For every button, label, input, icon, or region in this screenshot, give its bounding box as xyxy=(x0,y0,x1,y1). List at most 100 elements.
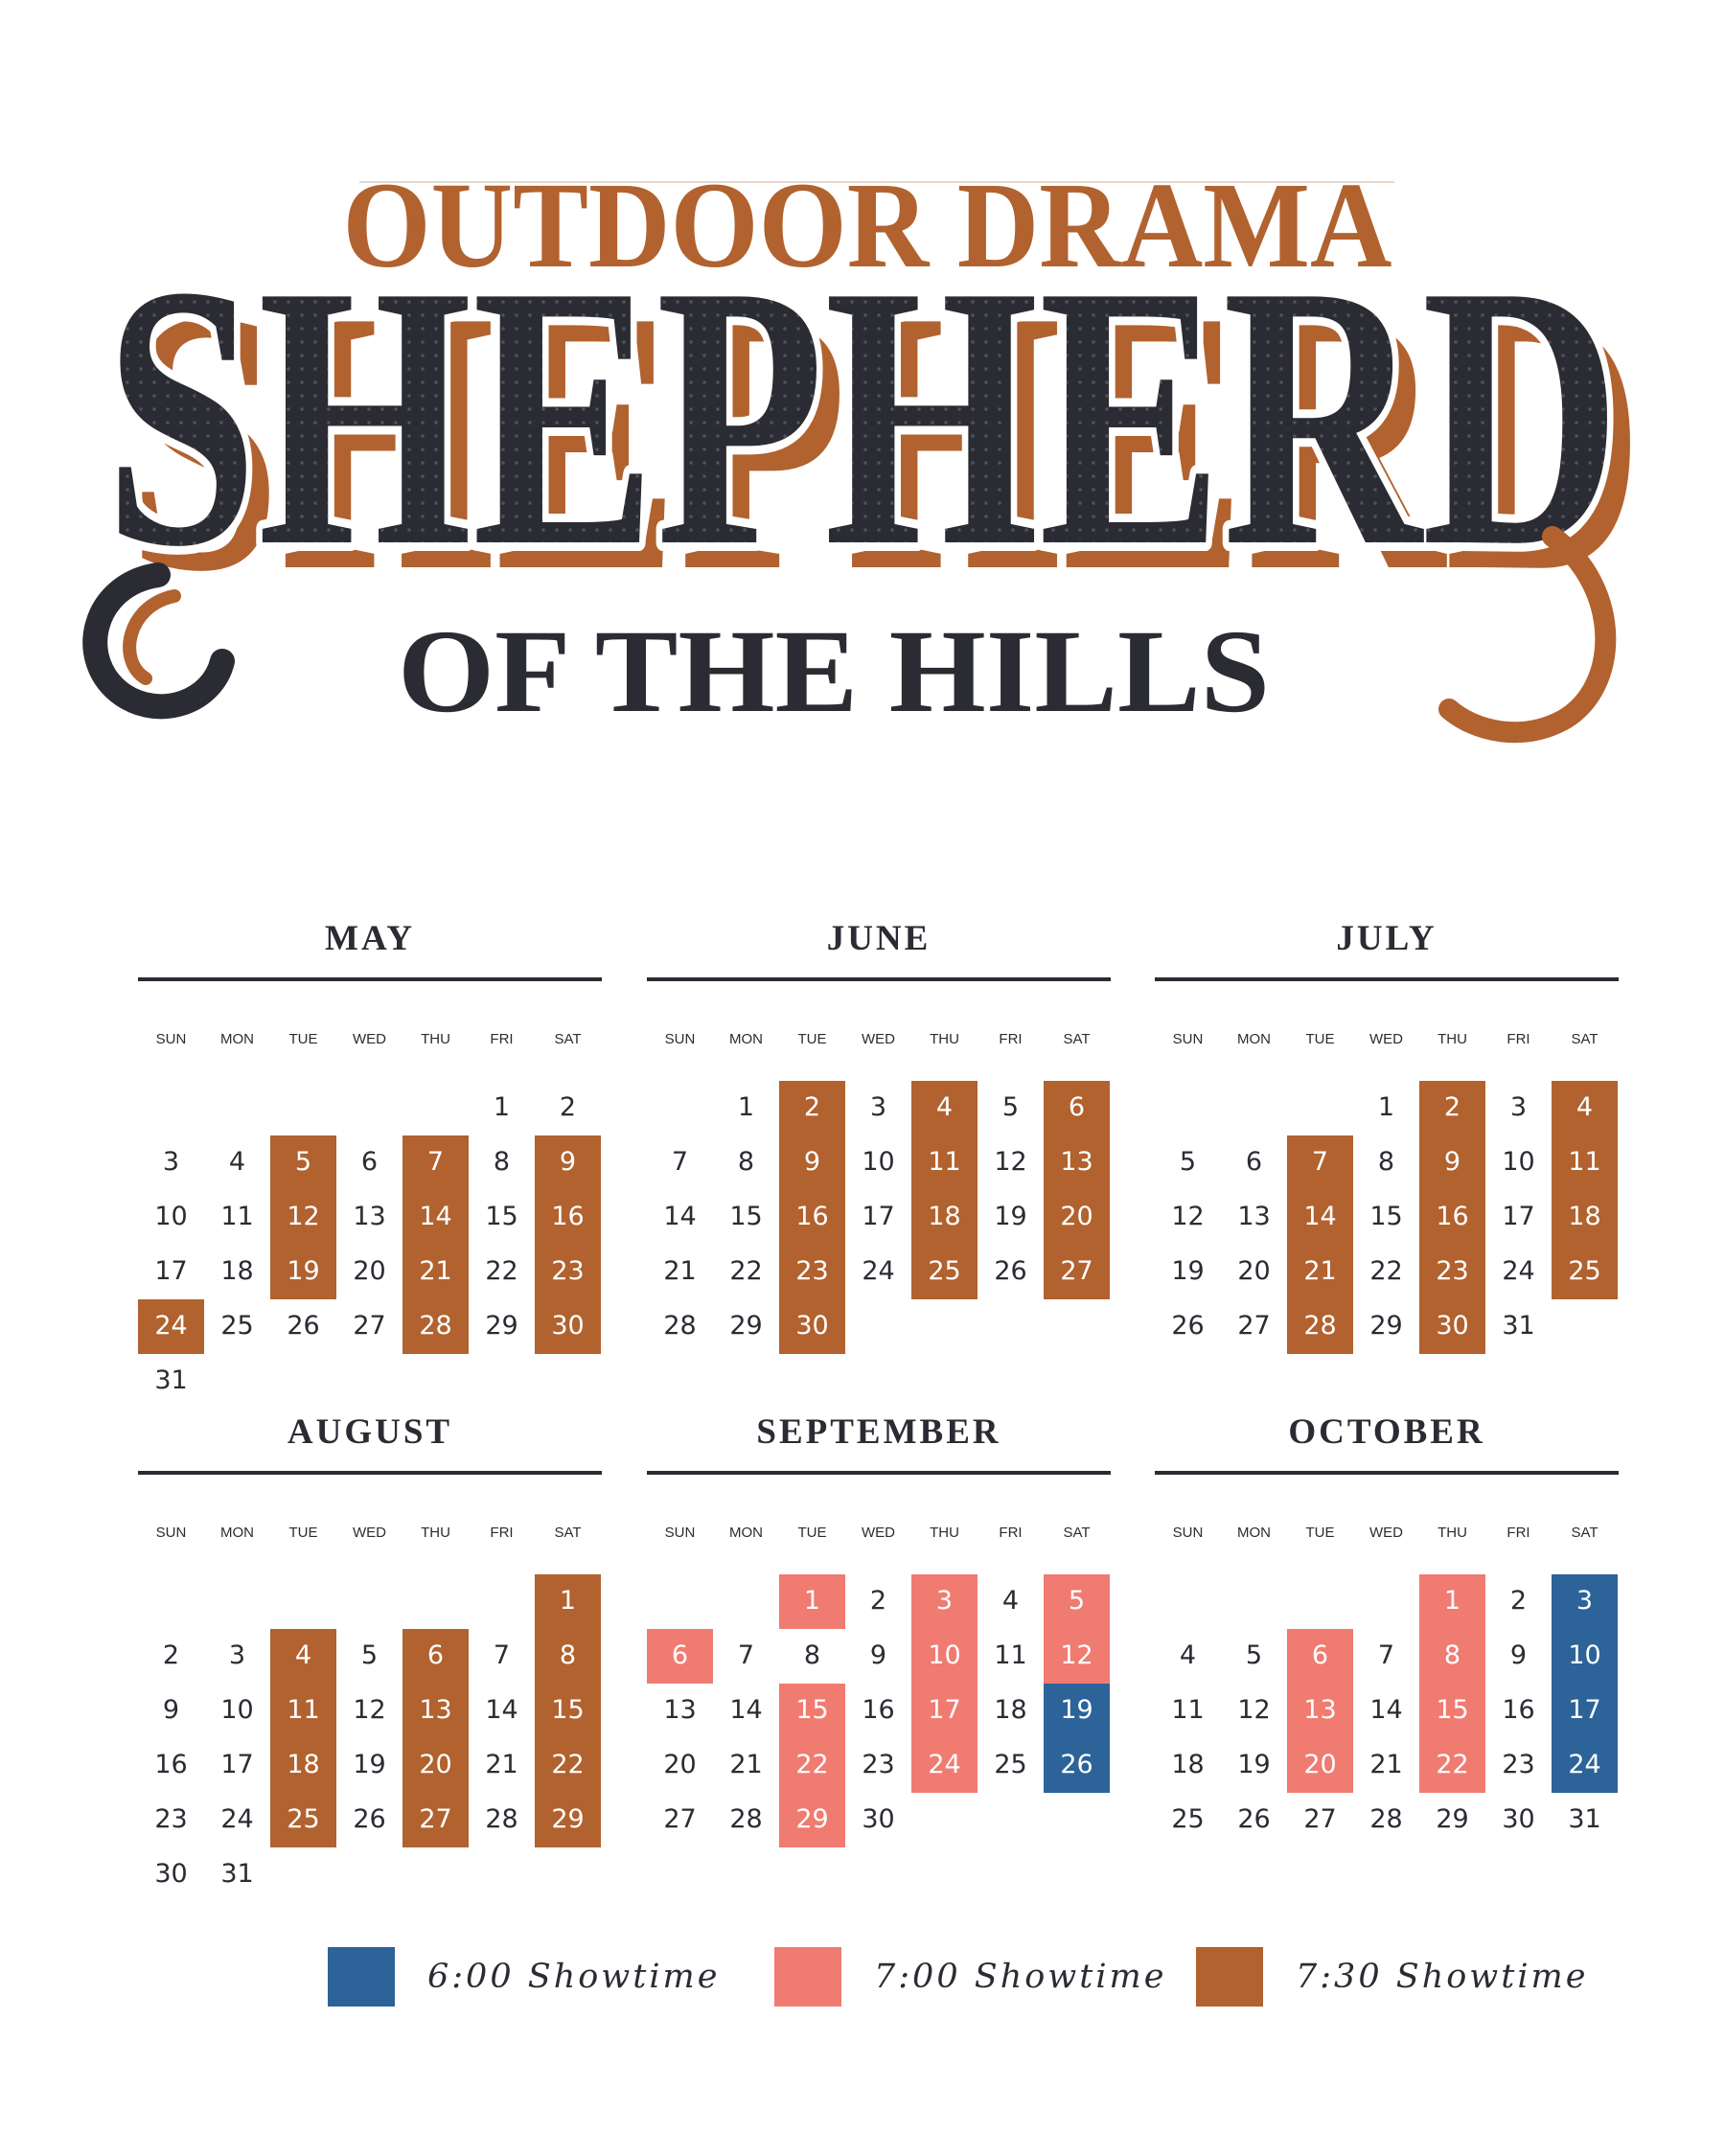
show-day: 30 xyxy=(795,1311,829,1341)
weekday-label: SUN xyxy=(1172,1031,1204,1047)
show-day: 21 xyxy=(1303,1256,1337,1286)
showtime-highlight-700 xyxy=(779,1684,845,1847)
calendar-day: 13 xyxy=(1237,1202,1271,1231)
show-day: 30 xyxy=(1436,1311,1469,1341)
weekday-label: MON xyxy=(1237,1031,1271,1047)
calendar-day: 13 xyxy=(663,1695,697,1725)
weekday-label: SAT xyxy=(1063,1031,1091,1047)
title-outline: SHEPHERD xyxy=(104,208,1621,624)
calendar-day: 22 xyxy=(1369,1256,1403,1286)
showtime-highlight-730 xyxy=(779,1081,845,1354)
show-day: 13 xyxy=(1303,1695,1337,1725)
show-day: 28 xyxy=(1303,1311,1337,1341)
weekday-label: FRI xyxy=(1506,1031,1530,1047)
calendar-day: 3 xyxy=(869,1092,887,1122)
weekday-label: WED xyxy=(353,1031,386,1047)
weekday-label: TUE xyxy=(1305,1031,1335,1047)
show-day: 11 xyxy=(287,1695,320,1725)
weekday-label: THU xyxy=(1438,1031,1467,1047)
show-day: 16 xyxy=(795,1202,829,1231)
showtime-highlight-700 xyxy=(1419,1574,1485,1793)
showtime-highlight-730 xyxy=(535,1135,601,1354)
calendar-day: 1 xyxy=(737,1092,755,1122)
legend-label-700: 7:00 Showtime xyxy=(874,1958,1167,1996)
logo-header: OUTDOOR DRAMA SHEPHERD SHEPHERD SHEPHERD… xyxy=(0,0,1725,786)
calendar-day: 10 xyxy=(154,1202,188,1231)
calendar-day: 10 xyxy=(1502,1147,1535,1177)
swash-left xyxy=(82,562,235,720)
calendar-day: 16 xyxy=(1502,1695,1535,1725)
month-september: SEPTEMBER SUN MON TUE WED THU FRI SAT 1 2 3 4 5 6 7 8 9 1… xyxy=(647,1404,1111,1902)
title: SHEPHERD xyxy=(104,208,1621,624)
show-day: 24 xyxy=(154,1311,188,1341)
calendar-day: 7 xyxy=(493,1640,511,1670)
weekday-label: SAT xyxy=(554,1031,582,1047)
subtitle-backdrop xyxy=(385,613,1282,726)
show-day: 15 xyxy=(795,1695,829,1725)
calendar-day: 25 xyxy=(1171,1804,1205,1834)
calendar-day: 15 xyxy=(485,1202,518,1231)
show-day: 9 xyxy=(559,1147,577,1177)
show-day: 20 xyxy=(1060,1202,1093,1231)
calendar-day: 8 xyxy=(737,1147,755,1177)
weekday-label: MON xyxy=(1237,1525,1271,1541)
show-day: 28 xyxy=(419,1311,452,1341)
legend-item-600: 6:00 Showtime xyxy=(328,1947,730,2007)
legend-label-600: 6:00 Showtime xyxy=(427,1958,721,1996)
show-day: 10 xyxy=(928,1640,961,1670)
calendar-day: 14 xyxy=(663,1202,697,1231)
weekday-label: MON xyxy=(220,1031,254,1047)
weekday-label: MON xyxy=(220,1525,254,1541)
weekday-label: WED xyxy=(353,1525,386,1541)
showtime-highlight-700 xyxy=(779,1574,845,1629)
calendar-day: 3 xyxy=(228,1640,246,1670)
calendar-day: 29 xyxy=(1436,1804,1469,1834)
weekday-label: SUN xyxy=(664,1031,696,1047)
calendar-day: 21 xyxy=(485,1750,518,1779)
calendar-day: 17 xyxy=(1502,1202,1535,1231)
calendar-day: 29 xyxy=(485,1311,518,1341)
calendar-day: 27 xyxy=(353,1311,386,1341)
calendar-day: 16 xyxy=(862,1695,895,1725)
show-day: 6 xyxy=(671,1640,689,1670)
shepherd-logo: OUTDOOR DRAMA SHEPHERD SHEPHERD SHEPHERD… xyxy=(82,157,1644,744)
calendar-day: 26 xyxy=(994,1256,1027,1286)
show-day: 19 xyxy=(287,1256,320,1286)
calendar-day: 24 xyxy=(862,1256,895,1286)
show-day: 1 xyxy=(803,1586,821,1616)
calendar-day: 23 xyxy=(154,1804,188,1834)
weekday-label: SUN xyxy=(155,1525,187,1541)
show-day: 27 xyxy=(419,1804,452,1834)
calendar-day: 30 xyxy=(154,1859,188,1889)
calendar-day: 3 xyxy=(1509,1092,1528,1122)
calendar-day: 12 xyxy=(1237,1695,1271,1725)
show-day: 2 xyxy=(803,1092,821,1122)
show-day: 1 xyxy=(1443,1586,1461,1616)
show-day: 16 xyxy=(1436,1202,1469,1231)
calendar-day: 21 xyxy=(1369,1750,1403,1779)
show-day: 3 xyxy=(1576,1586,1594,1616)
weekday-label: FRI xyxy=(999,1525,1023,1541)
show-day: 14 xyxy=(419,1202,452,1231)
calendar-day: 14 xyxy=(1369,1695,1403,1725)
showtime-highlight-730 xyxy=(402,1135,469,1354)
calendar-day: 5 xyxy=(360,1640,379,1670)
weekday-label: FRI xyxy=(1506,1525,1530,1541)
show-day: 10 xyxy=(1568,1640,1601,1670)
month-title: JUNE xyxy=(826,919,932,958)
showtime-highlight-700 xyxy=(1044,1574,1110,1684)
show-day: 8 xyxy=(559,1640,577,1670)
weekday-label: THU xyxy=(1438,1525,1467,1541)
weekday-label: WED xyxy=(1369,1525,1403,1541)
month-october: OCTOBER SUN MON TUE WED THU FRI SAT 1 2 3 4 5 6 7 8 9 10 1… xyxy=(1155,1404,1619,1902)
title-shadow: SHEPHERD xyxy=(127,233,1644,649)
calendar-day: 9 xyxy=(869,1640,887,1670)
month-title: AUGUST xyxy=(287,1412,453,1452)
show-day: 20 xyxy=(1303,1750,1337,1779)
calendar-day: 25 xyxy=(994,1750,1027,1779)
legend-swatch-730 xyxy=(1196,1947,1263,2007)
legend-label-730: 7:30 Showtime xyxy=(1296,1958,1589,1996)
calendar-day: 26 xyxy=(287,1311,320,1341)
show-day: 24 xyxy=(928,1750,961,1779)
